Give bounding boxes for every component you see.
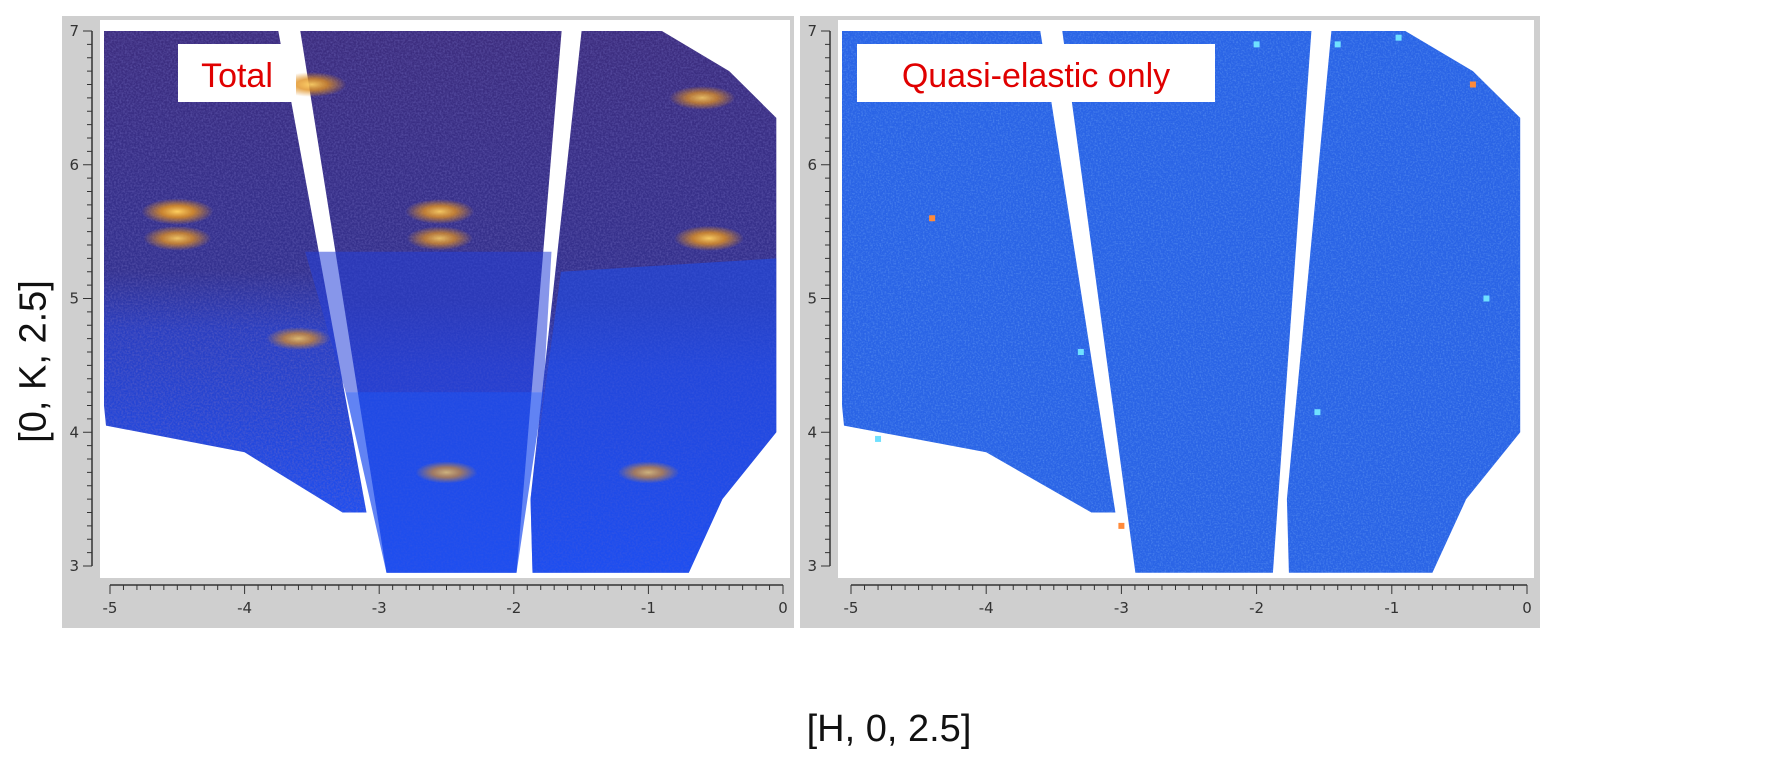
data-region-texture-2 [1062,31,1312,573]
speck-3 [1253,41,1260,48]
panel-label-quasi-elastic: Quasi-elastic only [902,57,1170,95]
y-tick-label: 6 [69,156,79,174]
x-tick-label: -2 [506,599,521,617]
panel-label-box-total [178,44,296,102]
y-tick-label: 7 [69,22,79,40]
x-tick-label: 0 [1522,599,1532,617]
x-tick-label: -1 [1384,599,1399,617]
y-tick-label: 3 [807,557,817,575]
low-intensity-region-right [530,258,777,573]
y-tick-label: 5 [807,290,817,308]
speck-2 [1077,349,1084,355]
y-tick-label: 5 [69,290,79,308]
heatmap-quasi-elastic [842,31,1521,573]
speck-9 [1118,522,1125,529]
y-tick-label: 7 [807,22,817,40]
speck-10 [1334,41,1341,48]
x-tick-label: -5 [103,599,118,617]
speck-7 [1483,295,1490,302]
x-tick-label: -1 [641,599,656,617]
axes-quasi-elastic: -5 -4 -3 -2 -1 0 3 4 5 6 7 [807,22,1531,617]
hotspot-5 [673,225,744,251]
speck-6 [1314,409,1321,416]
panel-label-box-quasi-elastic [857,44,1215,102]
axes-total: -5 -4 -3 -2 -1 0 3 4 5 6 7 [69,22,787,617]
speck-4 [1395,34,1402,41]
x-tick-label: -3 [372,599,387,617]
y-tick-label: 4 [807,423,817,441]
hotspot-9 [415,461,478,484]
x-tick-label: -2 [1249,599,1264,617]
x-tick-label: -4 [237,599,252,617]
hotspot-8 [266,327,331,351]
hotspot-4 [406,226,473,251]
mid-intensity-region [305,251,552,393]
x-axis-label: [H, 0, 2.5] [806,708,972,750]
hotspot-10 [617,461,680,484]
y-tick-label: 4 [69,423,79,441]
x-tick-label: -3 [1114,599,1129,617]
hotspot-2 [143,226,212,251]
panel-quasi-elastic: -5 -4 -3 -2 -1 0 3 4 5 6 7 Quasi-elastic only [800,16,1540,628]
hotspot-1 [141,198,214,225]
speck-5 [1469,81,1476,88]
x-tick-label: 0 [778,599,788,617]
x-tick-label: -4 [979,599,994,617]
data-region-texture-3 [1286,31,1521,573]
data-region-texture-1 [842,31,1116,513]
y-axis-label: [0, K, 2.5] [12,280,55,443]
panel-total: -5 -4 -3 -2 -1 0 3 4 5 6 7 Total [62,16,794,628]
speck-8 [875,435,882,442]
panel-label-total: Total [201,57,273,95]
data-region-texture-1 [104,31,367,513]
hotspot-3 [405,199,475,224]
y-tick-label: 3 [69,557,79,575]
hotspot-7 [669,86,736,110]
speck-1 [929,215,936,222]
y-tick-label: 6 [807,156,817,174]
heatmap-total [104,31,777,573]
x-tick-label: -5 [844,599,859,617]
